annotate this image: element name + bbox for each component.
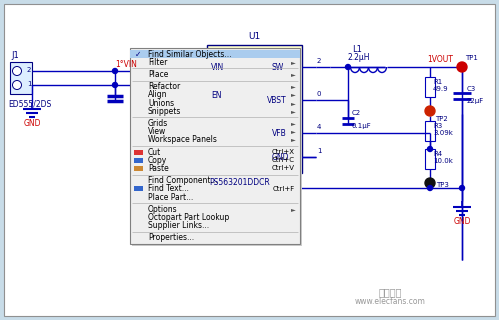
Text: R4: R4 — [433, 151, 442, 157]
Circle shape — [428, 147, 433, 151]
Text: 0.1μF: 0.1μF — [352, 123, 372, 129]
Bar — [132, 50, 302, 246]
Bar — [10, 62, 32, 94]
Text: Octopart Part Lookup: Octopart Part Lookup — [148, 213, 229, 222]
Text: Find Similar Objects...: Find Similar Objects... — [148, 50, 232, 59]
Text: R1: R1 — [433, 79, 442, 85]
Text: Refactor: Refactor — [148, 82, 180, 91]
Text: 0: 0 — [317, 91, 321, 97]
Text: Place Part...: Place Part... — [148, 193, 193, 202]
Text: 2: 2 — [317, 58, 321, 64]
Bar — [207, 45, 302, 173]
Text: ✓: ✓ — [135, 50, 141, 59]
Text: Find Component...: Find Component... — [148, 176, 218, 185]
Text: PS563201DDCR: PS563201DDCR — [209, 178, 270, 187]
Bar — [134, 186, 143, 191]
Text: ►: ► — [291, 109, 296, 114]
Text: Cut: Cut — [148, 148, 161, 156]
Text: Find Text...: Find Text... — [148, 184, 189, 193]
Text: 1°VIN: 1°VIN — [115, 60, 137, 68]
Text: 22μF: 22μF — [467, 98, 484, 104]
Text: C3: C3 — [467, 86, 476, 92]
Text: Workspace Panels: Workspace Panels — [148, 135, 217, 144]
Bar — [130, 48, 300, 244]
Text: ►: ► — [291, 129, 296, 134]
Text: VFB: VFB — [272, 129, 287, 138]
Text: 2.2μH: 2.2μH — [348, 52, 370, 61]
Text: 电子发烧: 电子发烧 — [378, 287, 402, 297]
Text: Align: Align — [148, 91, 168, 100]
Text: EN: EN — [211, 91, 222, 100]
Text: Ctrl+F: Ctrl+F — [273, 186, 295, 192]
Circle shape — [112, 83, 117, 87]
Text: GND: GND — [453, 217, 471, 226]
Text: SW: SW — [272, 62, 284, 71]
Text: Ctrl+C: Ctrl+C — [272, 157, 295, 163]
Circle shape — [425, 178, 435, 188]
Bar — [134, 149, 143, 155]
Circle shape — [425, 106, 435, 116]
Text: 1: 1 — [317, 148, 321, 154]
Text: L1: L1 — [352, 44, 362, 53]
Text: 49.9: 49.9 — [433, 86, 449, 92]
Text: ►: ► — [291, 92, 296, 97]
Circle shape — [460, 186, 465, 190]
Text: Filter: Filter — [148, 58, 167, 67]
Text: 3.09k: 3.09k — [433, 130, 453, 136]
Text: ►: ► — [291, 72, 296, 77]
Text: GND: GND — [23, 118, 41, 127]
Bar — [134, 158, 143, 163]
Text: VIN: VIN — [211, 62, 224, 71]
Text: Ctrl+V: Ctrl+V — [272, 165, 295, 172]
Text: GND: GND — [272, 153, 289, 162]
Text: ►: ► — [291, 207, 296, 212]
Text: Ctrl+X: Ctrl+X — [272, 149, 295, 155]
Text: 10.0k: 10.0k — [433, 158, 453, 164]
Text: Snippets: Snippets — [148, 107, 181, 116]
Text: 4: 4 — [317, 124, 321, 130]
Text: TP2: TP2 — [435, 116, 448, 122]
Text: Supplier Links...: Supplier Links... — [148, 221, 209, 230]
Circle shape — [345, 65, 350, 69]
Text: C2: C2 — [352, 110, 361, 116]
Text: TP3: TP3 — [436, 182, 449, 188]
Text: Grids: Grids — [148, 119, 168, 128]
Circle shape — [12, 67, 21, 76]
Bar — [425, 77, 435, 97]
Text: ►: ► — [291, 137, 296, 142]
Bar — [130, 50, 300, 58]
Text: www.elecfans.com: www.elecfans.com — [355, 298, 426, 307]
Text: ►: ► — [291, 60, 296, 65]
Text: R3: R3 — [433, 123, 442, 129]
Circle shape — [143, 68, 148, 74]
Text: Properties...: Properties... — [148, 233, 194, 242]
Text: TP1: TP1 — [465, 55, 478, 61]
Circle shape — [457, 62, 467, 72]
Text: Place: Place — [148, 70, 168, 79]
Bar — [425, 149, 435, 169]
Bar — [134, 166, 143, 171]
Text: Unions: Unions — [148, 99, 174, 108]
Text: Paste: Paste — [148, 164, 169, 173]
Circle shape — [12, 81, 21, 90]
Text: U1: U1 — [248, 31, 260, 41]
Text: ►: ► — [291, 121, 296, 126]
Circle shape — [112, 68, 117, 74]
Text: View: View — [148, 127, 166, 136]
Text: ED555/2DS: ED555/2DS — [8, 100, 51, 108]
Text: ►: ► — [291, 84, 296, 89]
Circle shape — [428, 186, 433, 190]
Text: 1VOUT: 1VOUT — [427, 54, 453, 63]
Text: Copy: Copy — [148, 156, 167, 165]
Text: VBST: VBST — [267, 95, 286, 105]
Text: 1: 1 — [27, 81, 31, 87]
Text: ►: ► — [291, 100, 296, 106]
Circle shape — [287, 186, 292, 190]
Text: Options: Options — [148, 205, 178, 214]
Bar — [425, 121, 435, 141]
Text: 2: 2 — [27, 67, 31, 73]
Text: J1: J1 — [11, 51, 19, 60]
